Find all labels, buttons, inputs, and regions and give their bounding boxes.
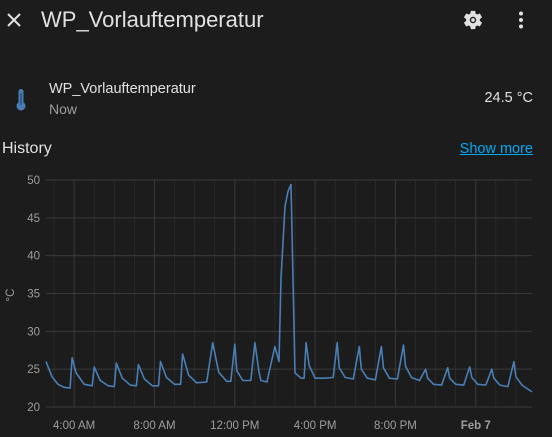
y-axis-ticks: 20 25 30 35 40 45 50 [27,175,40,414]
y-tick-label: 25 [27,364,40,376]
x-tick-label: 8:00 AM [133,420,175,432]
dots-vertical-icon [519,11,523,29]
gear-icon [464,10,482,30]
y-tick-label: 40 [27,251,40,263]
close-icon [7,13,21,27]
history-heading: History [2,140,52,157]
y-tick-label: 20 [27,402,40,414]
y-tick-label: 35 [27,289,40,301]
entity-row: WP_Vorlauftemperatur Now 24.5 °C [0,74,552,124]
x-tick-label: 8:00 PM [374,420,417,432]
x-tick-label: 4:00 PM [294,420,337,432]
x-axis-ticks: 4:00 AM 8:00 AM 12:00 PM 4:00 PM 8:00 PM Feb … [53,420,491,432]
entity-name: WP_Vorlauftemperatur [49,81,196,97]
y-tick-label: 45 [27,213,40,225]
dialog-title: WP_Vorlauftemperatur [41,7,264,32]
temperature-series-line [45,183,533,393]
x-tick-label: Feb 7 [461,420,491,432]
thermometer-icon [16,89,26,111]
y-tick-label: 50 [27,175,40,187]
dialog-header: WP_Vorlauftemperatur [0,0,552,40]
y-axis-label: °C [5,289,17,302]
settings-button[interactable] [460,6,486,34]
x-tick-label: 12:00 PM [210,420,259,432]
chart-grid [46,179,532,408]
entity-last-changed: Now [49,101,78,117]
y-tick-label: 30 [27,326,40,338]
close-button[interactable] [2,6,26,34]
show-more-link[interactable]: Show more [459,141,533,157]
entity-state: 24.5 °C [484,90,533,106]
more-menu-button[interactable] [510,6,532,34]
x-tick-label: 4:00 AM [53,420,95,432]
